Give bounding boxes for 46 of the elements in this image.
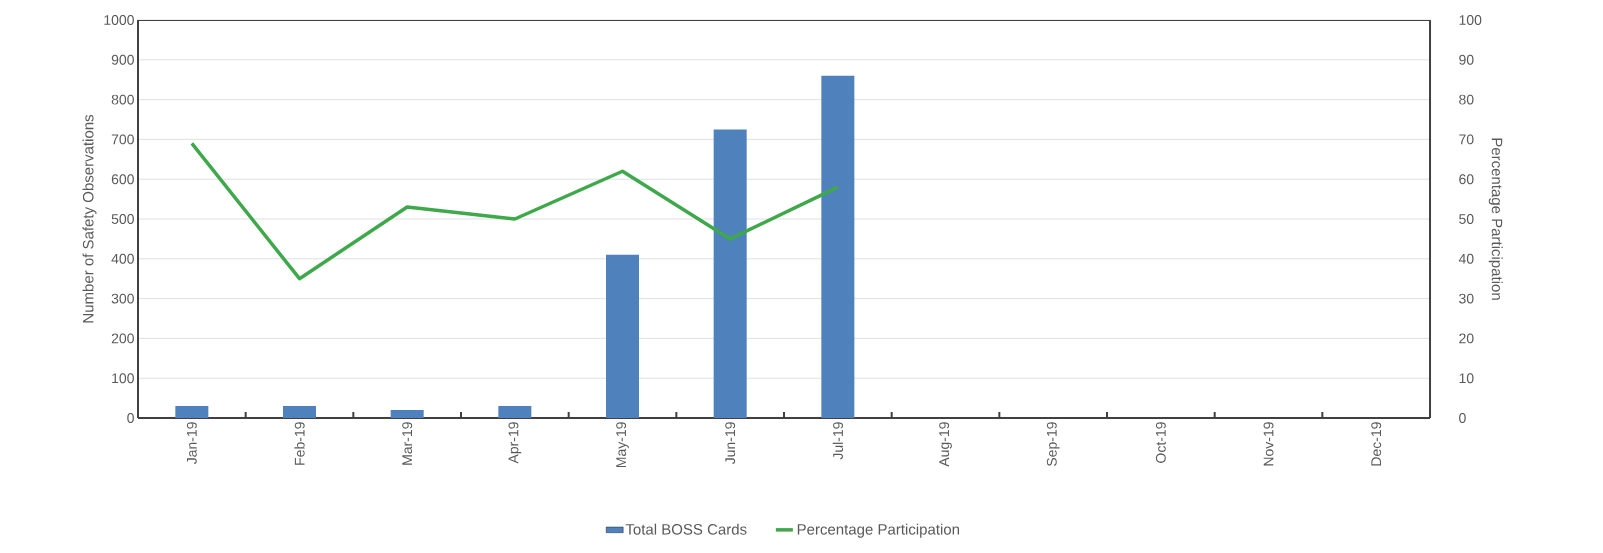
x-tick-label: May-19	[616, 422, 629, 468]
bar	[821, 75, 855, 418]
y-tick-label: 900	[111, 54, 134, 65]
y-tick-label: 400	[111, 253, 134, 264]
x-tick-label: Aug-19	[939, 422, 952, 467]
y2-tick-label: 40	[1458, 253, 1474, 264]
bar	[283, 406, 316, 418]
bar	[175, 406, 209, 418]
y-tick-label: 0	[127, 413, 134, 423]
y2-tick-label: 10	[1459, 373, 1474, 384]
legend-label: Total BOSS Cards	[625, 523, 747, 535]
y-axis-title: Number of Safety Observations	[82, 114, 97, 323]
x-tick-label: Apr-19	[508, 422, 522, 464]
y-tick-label: 300	[111, 293, 134, 304]
x-tick-label: Sep-19	[1046, 422, 1060, 467]
x-tick-label: Jan-19	[186, 422, 197, 465]
x-tick-label: Jul-19	[832, 422, 843, 460]
y2-tick-label: 100	[1459, 15, 1482, 25]
x-tick-label: Dec-19	[1371, 422, 1382, 466]
y-tick-label: 600	[111, 174, 134, 185]
legend-label: Percentage Participation	[797, 523, 960, 538]
line-series	[190, 141, 840, 281]
y-tick-label: 700	[111, 134, 134, 145]
y-tick-label: 500	[111, 214, 134, 224]
y2-tick-label: 90	[1459, 54, 1474, 65]
y2-tick-label: 50	[1459, 214, 1474, 224]
x-tick-label: Nov-19	[1263, 422, 1274, 466]
y2-tick-label: 60	[1459, 174, 1474, 185]
y2-tick-label: 80	[1459, 94, 1474, 105]
y2-tick-label: 0	[1459, 413, 1466, 423]
y2-axis-title: Percentage Participation	[1488, 138, 1503, 300]
y2-tick-label: 20	[1459, 333, 1474, 344]
bar	[713, 129, 747, 418]
x-tick-label: Feb-19	[294, 422, 305, 465]
x-tick-label: Mar-19	[402, 422, 413, 465]
x-tick-label: Jun-19	[725, 422, 736, 465]
y-tick-label: 1000	[104, 15, 134, 25]
bar	[606, 254, 640, 418]
y-tick-label: 200	[111, 333, 134, 344]
y-tick-label: 800	[111, 94, 134, 105]
y2-tick-label: 70	[1459, 134, 1474, 145]
x-tick-label: Oct-19	[1155, 422, 1166, 463]
bar	[498, 406, 532, 418]
y2-tick-label: 30	[1459, 293, 1474, 304]
y-tick-label: 100	[112, 373, 134, 384]
bar	[390, 410, 424, 418]
